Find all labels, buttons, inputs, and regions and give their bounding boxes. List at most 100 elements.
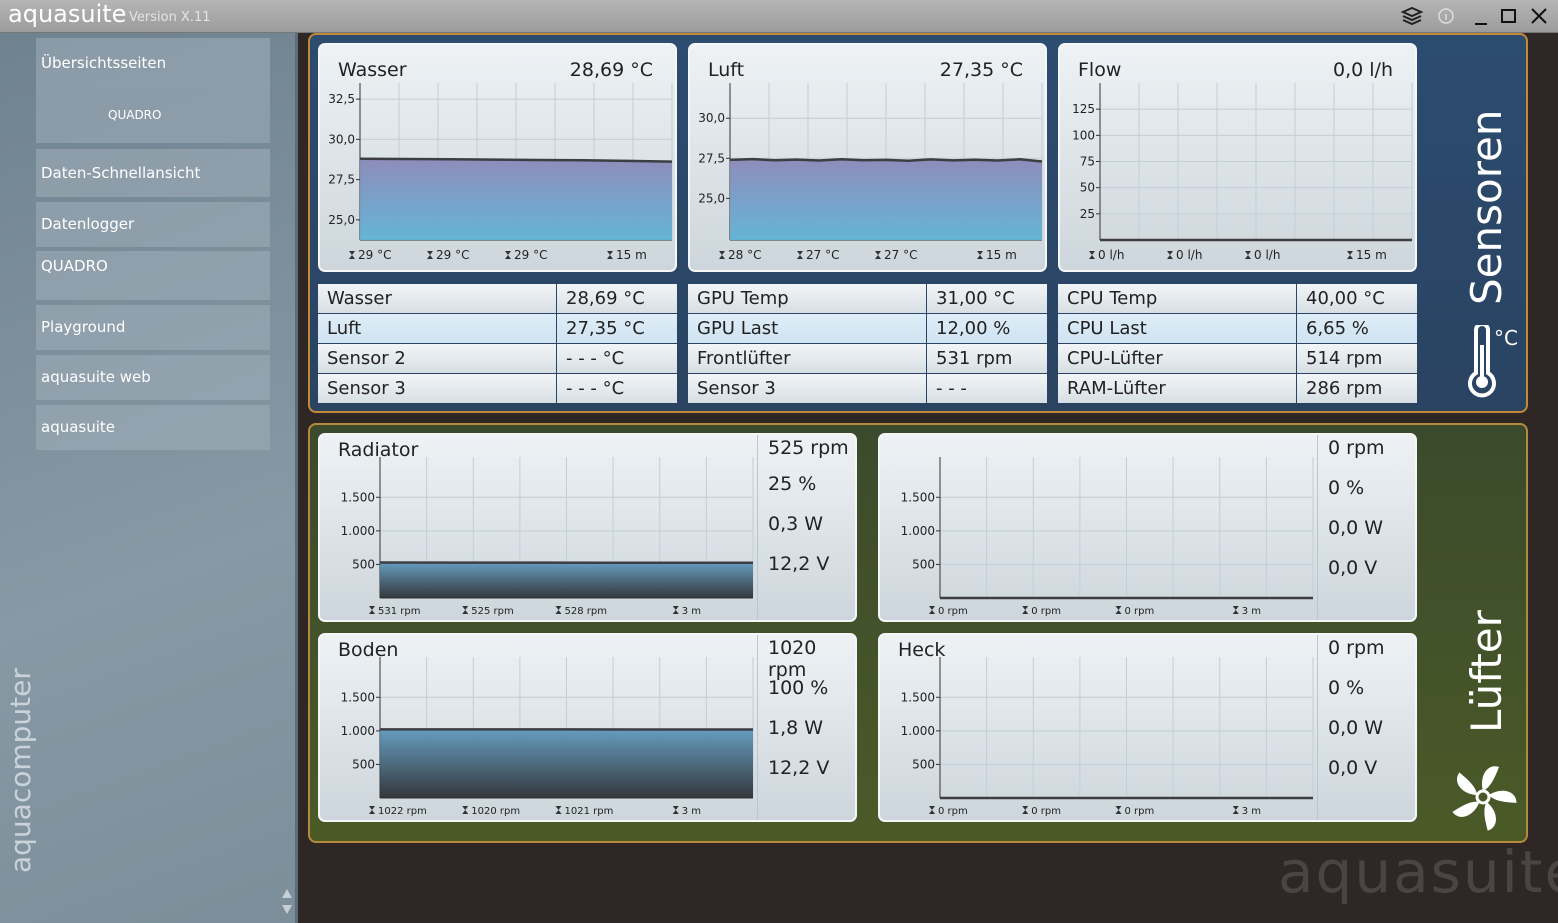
y-tick-label: 1.000 (901, 724, 935, 738)
sidebar-item[interactable]: Datenlogger (36, 202, 270, 247)
stat-label: 1020 rpm (471, 806, 520, 817)
y-tick-label: 25 (1080, 207, 1095, 221)
stat-label: 3 m (1242, 606, 1261, 617)
stat-label: 0 l/h (1098, 248, 1124, 262)
value-cell: 514 rpm (1297, 344, 1417, 373)
fan-card: 0 rpm 0 % 0,0 W 0,0 V 1.500 1.000 500 0 rpm 0 rp… (878, 433, 1417, 622)
sidebar-item[interactable]: Daten-Schnellansicht (36, 149, 270, 197)
y-tick-label: 1.000 (341, 524, 375, 538)
label-cell: CPU-Lüfter (1058, 344, 1296, 373)
fan-reading: 0,0 V (1328, 757, 1378, 779)
stat-label: 0 rpm (1125, 806, 1155, 817)
area (380, 562, 753, 598)
y-tick-label: 27,5 (698, 151, 725, 165)
line (729, 157, 1043, 163)
fan-reading: 25 % (768, 473, 817, 495)
scroll-arrows[interactable] (281, 886, 293, 918)
stat-label: 15 m (1356, 248, 1387, 262)
label-cell: GPU Temp (688, 284, 926, 313)
value-cell: 28,69 °C (557, 284, 677, 313)
stat-label: 3 m (1242, 806, 1261, 817)
stat-label: 528 rpm (565, 606, 607, 617)
stat-label: 1021 rpm (565, 806, 614, 817)
stat-label: 3 m (682, 806, 701, 817)
label-cell: CPU Last (1058, 314, 1296, 343)
stat-label: 0 l/h (1176, 248, 1202, 262)
chart-title: Wasser (338, 59, 407, 81)
chart-reading: 27,35 °C (939, 59, 1023, 81)
y-tick-label: 500 (912, 557, 935, 571)
fan-reading: 0 % (1328, 677, 1365, 699)
sidebar: Übersichtsseiten QUADRO Daten-Schnellansic… (0, 33, 298, 923)
stat-icon (1232, 806, 1239, 814)
area (730, 159, 1042, 240)
fan-reading: 0,3 W (768, 513, 824, 535)
value-cell: 12,00 % (927, 314, 1047, 343)
y-tick-label: 25,0 (698, 191, 725, 205)
fan-reading: 0 rpm (1328, 637, 1385, 659)
label-cell: Sensor 3 (318, 374, 556, 403)
stat-icon (1115, 606, 1122, 614)
thermometer-icon (1468, 325, 1496, 398)
sidebar-item[interactable]: aquasuite (36, 405, 270, 450)
arrow (282, 889, 292, 914)
stat-icon (929, 606, 935, 614)
window-controls[interactable] (1395, 4, 1555, 30)
stat-label: 0 rpm (1125, 606, 1155, 617)
divider (757, 635, 758, 820)
y-tick-label: 1.500 (341, 690, 375, 704)
stat-icon (977, 251, 983, 259)
mini-chart: 30,0 27,5 25,0 28 °C 27 °C 27 °C 15 m (698, 83, 1043, 262)
stat-label: 28 °C (728, 248, 761, 262)
sidebar-item[interactable]: QUADRO (36, 251, 270, 300)
divider (757, 435, 758, 620)
label-cell: Luft (318, 314, 556, 343)
stat-icon (1115, 806, 1122, 814)
title-bar: aquasuite Version X.11 (0, 0, 1558, 33)
fan-card: Radiator 525 rpm 25 % 0,3 W 12,2 V 1.500 1.000… (318, 433, 857, 622)
stat-icon (875, 251, 881, 259)
mini-chart: 32,5 30,0 27,5 25,0 29 °C 29 °C 29 °C 15 m (328, 83, 673, 262)
stat-label: 27 °C (884, 248, 917, 262)
sidebar-item[interactable]: aquasuite web (36, 355, 270, 400)
fan-reading: 0,0 W (1328, 517, 1384, 539)
value-cell: 40,00 °C (1297, 284, 1417, 313)
stat-icon (462, 806, 469, 814)
fan-title: Boden (338, 639, 399, 661)
value-cell: 286 rpm (1297, 374, 1417, 403)
y-tick-label: 1.000 (341, 724, 375, 738)
y-tick-label: 1.500 (341, 490, 375, 504)
stat-label: 15 m (616, 248, 647, 262)
sidebar-item[interactable]: Playground (36, 305, 270, 350)
chart-reading: 0,0 l/h (1333, 59, 1393, 81)
fan-chart: 1.500 1.000 500 0 rpm 0 rpm 0 rpm 3 m (901, 657, 1314, 817)
fan-chart: 1.500 1.000 500 0 rpm 0 rpm 0 rpm 3 m (901, 457, 1314, 617)
stat-icon (1167, 251, 1173, 259)
overview-button[interactable]: Übersichtsseiten (36, 38, 270, 88)
stat-icon (607, 251, 613, 259)
y-tick-label: 1.500 (901, 490, 935, 504)
fan-reading: 1020 rpm (768, 637, 817, 681)
y-tick-label: 500 (912, 757, 935, 771)
fan-chart: 1.500 1.000 500 1022 rpm 1020 rpm 1021 rpm 3 m (341, 657, 754, 817)
fan-reading: 0 % (1328, 477, 1365, 499)
quadro-tile[interactable]: QUADRO (36, 88, 270, 143)
stat-label: 0 rpm (1031, 806, 1061, 817)
stat-icon (1232, 606, 1239, 614)
y-tick-label: 27,5 (328, 173, 355, 187)
area (360, 158, 672, 240)
stat-label: 0 l/h (1254, 248, 1280, 262)
fan-reading: 12,2 V (768, 757, 830, 779)
stat-label: 27 °C (806, 248, 839, 262)
sensor-chart-card: Wasser 28,69 °C 32,5 30,0 27,5 25,0 29 °C 29 °C… (318, 43, 677, 272)
y-tick-label: 30,0 (698, 111, 725, 125)
y-tick-label: 25,0 (328, 213, 355, 227)
fan-reading: 0,0 V (1328, 557, 1378, 579)
stat-icon (1347, 251, 1353, 259)
value-cell: - - - (927, 374, 1047, 403)
fan-reading: 0 rpm (1328, 437, 1385, 459)
stat-icon (1022, 806, 1029, 814)
fan-card: Boden 1020 rpm 100 % 1,8 W 12,2 V 1.500 1.000 5… (318, 633, 857, 822)
stat-label: 29 °C (514, 248, 547, 262)
